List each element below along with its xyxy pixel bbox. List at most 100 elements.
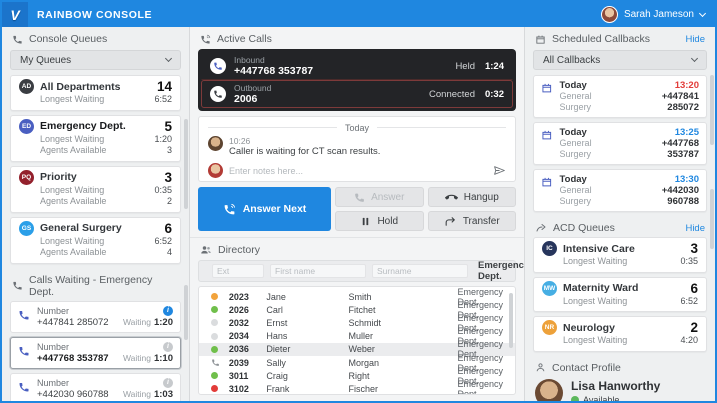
waiting-call-card[interactable]: Number +447841 285072 i Waiting 1:20 bbox=[10, 300, 181, 333]
note-message: 10:26 Caller is waiting for CT scan resu… bbox=[208, 134, 506, 161]
waiting-label: Waiting bbox=[122, 352, 151, 363]
button-label: Hangup bbox=[463, 191, 499, 203]
department: Emergency Dept. bbox=[457, 326, 503, 347]
acd-queue-card-intensive-care[interactable]: IC Intensive Care 3 Longest Waiting 0:35 bbox=[533, 237, 707, 273]
button-label: Transfer bbox=[462, 215, 500, 227]
surname: Muller bbox=[348, 331, 374, 342]
my-queues-dropdown[interactable]: My Queues bbox=[10, 50, 181, 70]
active-call-outbound[interactable]: Outbound 2006 Connected 0:32 bbox=[201, 80, 513, 108]
queue-count: 6 bbox=[690, 280, 698, 296]
directory-row[interactable]: 2026 Carl Fitchet Emergency Dept. bbox=[199, 300, 515, 320]
first-name-filter-input[interactable] bbox=[270, 264, 366, 278]
info-icon[interactable]: i bbox=[163, 305, 173, 316]
answer-next-button[interactable]: Answer Next bbox=[198, 187, 331, 231]
hide-acd-link[interactable]: Hide bbox=[685, 222, 705, 234]
info-icon[interactable]: i bbox=[163, 341, 173, 352]
queue-card-all-departments[interactable]: AD All Departments 14 Longest Waiting 6:5… bbox=[10, 75, 181, 111]
status-dot bbox=[211, 319, 218, 327]
stat-value: 3 bbox=[166, 145, 172, 155]
directory-row[interactable]: 2034 Hans Muller Emergency Dept. bbox=[199, 326, 515, 346]
callback-card[interactable]: Today General Surgery 13:20 +447841 2850… bbox=[533, 75, 707, 118]
ext: 2034 bbox=[228, 331, 249, 342]
queue-badge: PQ bbox=[19, 169, 34, 185]
department-filter-dropdown[interactable]: Emergency Dept. bbox=[474, 260, 524, 282]
directory-row[interactable]: 2039 Sally Morgan Emergency Dept. bbox=[199, 353, 515, 373]
call-label: Number bbox=[37, 377, 70, 388]
stat-value: 2 bbox=[166, 196, 172, 206]
answer-button[interactable]: Answer bbox=[335, 187, 424, 207]
contact-profile: Lisa Hanworthy Available Extension: 3107… bbox=[535, 378, 705, 401]
status-dot bbox=[211, 345, 218, 353]
scrollbar[interactable] bbox=[184, 285, 188, 340]
console-queues-header: Console Queues bbox=[2, 27, 189, 48]
dropdown-value: My Queues bbox=[20, 54, 72, 66]
queue-name: Emergency Dept. bbox=[40, 120, 126, 132]
waiting-call-card-selected[interactable]: Number +447768 353787 i Waiting 1:10 bbox=[10, 336, 181, 369]
queue-badge: IC bbox=[542, 241, 557, 256]
directory-row[interactable]: 2032 Ernst Schmidt Emergency Dept. bbox=[199, 313, 515, 333]
scrollbar[interactable] bbox=[509, 293, 513, 348]
all-callbacks-dropdown[interactable]: All Callbacks bbox=[533, 50, 707, 70]
surname-filter-input[interactable] bbox=[372, 264, 468, 278]
queue-count: 14 bbox=[156, 79, 172, 94]
directory-row-highlighted[interactable]: 2036 Dieter Weber Emergency Dept. bbox=[199, 339, 515, 359]
dropdown-value: All Callbacks bbox=[543, 54, 601, 66]
acd-queue-card-neurology[interactable]: NR Neurology 2 Longest Waiting 4:20 bbox=[533, 316, 707, 352]
chevron-down-icon bbox=[164, 54, 173, 63]
calls-waiting-header: Calls Waiting - Emergency Dept. bbox=[2, 268, 189, 301]
section-title: Calls Waiting - Emergency Dept. bbox=[29, 273, 153, 298]
first-name: Craig bbox=[266, 370, 288, 381]
scrollbar[interactable] bbox=[710, 75, 714, 145]
queue-name: Neurology bbox=[563, 321, 615, 334]
hold-icon bbox=[363, 217, 369, 225]
queue-card-priority[interactable]: PQ Priority 3 Longest Waiting 0:35 Agents… bbox=[10, 165, 181, 213]
callback-card[interactable]: Today General Surgery 13:25 +447768 3537… bbox=[533, 122, 707, 165]
callback-card[interactable]: Today General Surgery 13:30 +442030 9607… bbox=[533, 169, 707, 212]
directory-row[interactable]: 3102 Frank Fischer Emergency Dept. bbox=[199, 378, 515, 395]
call-number: 2006 bbox=[234, 93, 258, 105]
stat-label: Agents Available bbox=[40, 145, 107, 155]
person-icon bbox=[536, 363, 545, 372]
phone-icon bbox=[19, 382, 29, 391]
stat-label: Longest Waiting bbox=[40, 184, 105, 195]
first-name: Frank bbox=[266, 383, 290, 394]
hide-callbacks-link[interactable]: Hide bbox=[685, 33, 705, 45]
directory-row[interactable]: 3011 Craig Right Emergency Dept. bbox=[199, 366, 515, 386]
user-menu[interactable]: Sarah Jameson bbox=[600, 6, 715, 23]
note-input[interactable] bbox=[229, 165, 487, 176]
send-icon[interactable] bbox=[493, 164, 506, 177]
queue-card-emergency-dept[interactable]: ED Emergency Dept. 5 Longest Waiting 1:20… bbox=[10, 114, 181, 162]
note-input-row bbox=[208, 161, 506, 178]
stat-value: 4:20 bbox=[680, 335, 698, 345]
status-dot bbox=[211, 293, 218, 301]
ext-filter-input[interactable] bbox=[212, 264, 264, 278]
hold-button[interactable]: Hold bbox=[335, 211, 424, 231]
active-call-inbound[interactable]: Inbound +447768 353787 Held 1:24 bbox=[201, 52, 513, 80]
first-name: Jane bbox=[266, 291, 286, 302]
surname: Fischer bbox=[348, 383, 379, 394]
surname: Weber bbox=[348, 344, 375, 355]
queue-badge: GS bbox=[19, 220, 34, 236]
scrollbar[interactable] bbox=[710, 189, 714, 249]
transfer-button[interactable]: Transfer bbox=[427, 211, 516, 231]
status-dot bbox=[211, 372, 218, 380]
acd-queue-card-maternity-ward[interactable]: MW Maternity Ward 6 Longest Waiting 6:52 bbox=[533, 276, 707, 312]
callback-time: 13:20 bbox=[674, 80, 699, 91]
status-dot bbox=[211, 306, 218, 314]
stat-value: 1:20 bbox=[154, 133, 172, 144]
queue-count: 3 bbox=[164, 169, 172, 185]
queue-count: 3 bbox=[690, 241, 698, 256]
department: Emergency Dept. bbox=[457, 378, 503, 395]
stat-label: Longest Waiting bbox=[563, 335, 628, 345]
scrollbar[interactable] bbox=[184, 119, 188, 209]
waiting-call-card[interactable]: Number +442030 960788 i Waiting 1:03 bbox=[10, 372, 181, 401]
section-title: Console Queues bbox=[29, 33, 108, 45]
queue-card-general-surgery[interactable]: GS General Surgery 6 Longest Waiting 6:52… bbox=[10, 216, 181, 264]
first-name: Carl bbox=[266, 304, 283, 315]
inbound-call-icon bbox=[210, 58, 226, 74]
directory-row[interactable]: 2023 Jane Smith Emergency Dept. bbox=[199, 287, 515, 307]
callback-time: 13:25 bbox=[674, 127, 699, 138]
stat-label: Agents Available bbox=[40, 196, 107, 206]
info-icon[interactable]: i bbox=[163, 377, 173, 388]
hangup-button[interactable]: Hangup bbox=[427, 187, 516, 207]
